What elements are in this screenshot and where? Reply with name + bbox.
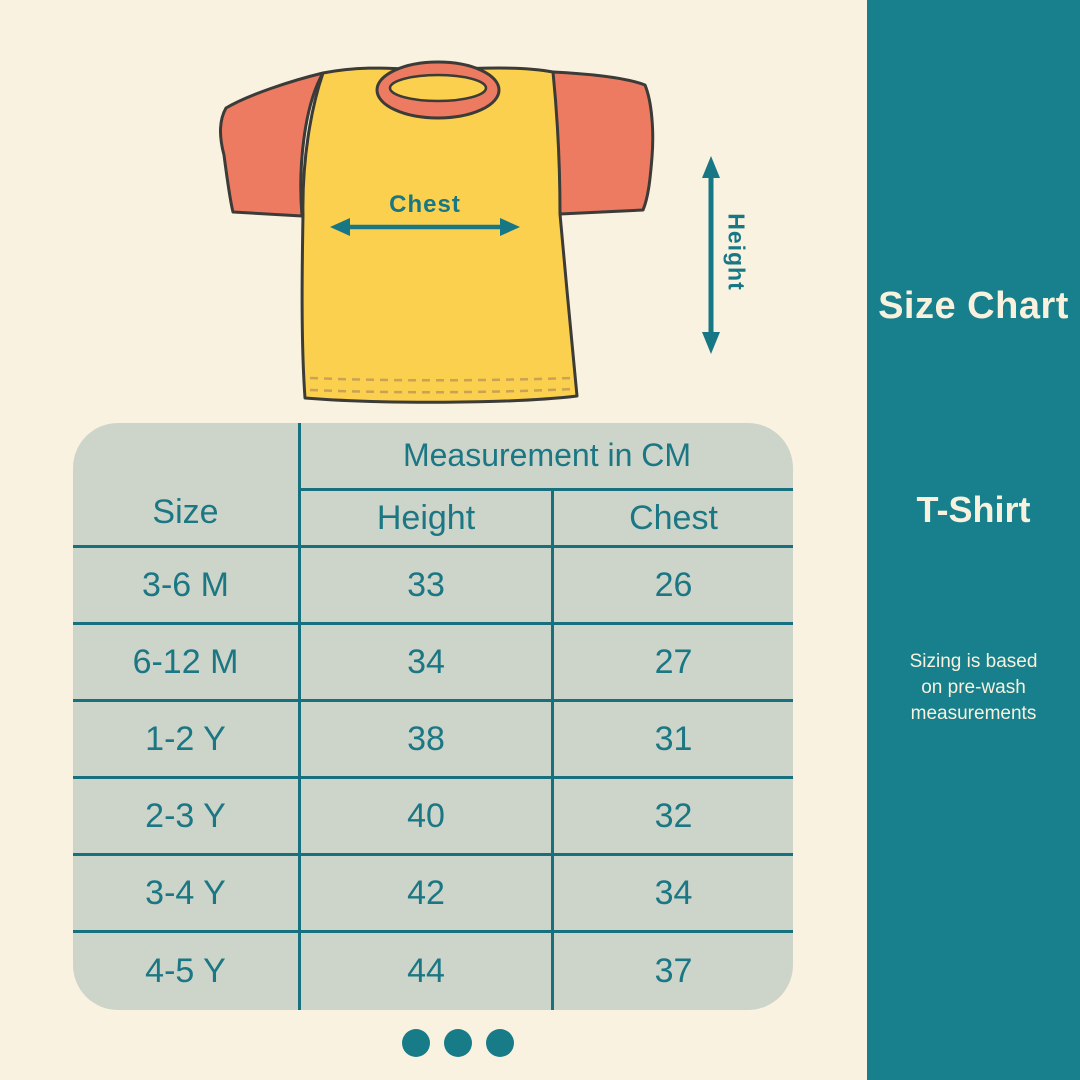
tshirt-left-sleeve-shape — [219, 71, 325, 218]
chest-arrow — [330, 218, 520, 236]
pagination-dot-icon — [402, 1029, 430, 1057]
table-cell-height: 44 — [301, 933, 554, 1010]
column-header-chest: Chest — [554, 491, 793, 548]
tshirt-illustration: Chest — [180, 40, 680, 430]
table-cell-size: 1-2 Y — [73, 702, 301, 779]
table-cell-height: 34 — [301, 625, 554, 702]
table-cell-chest: 37 — [654, 952, 693, 990]
table-cell-chest: 31 — [554, 702, 793, 779]
table-cell-size: 4-5 Y — [73, 933, 301, 1010]
group-header-measurement-cm: Measurement in CM — [301, 423, 793, 491]
tshirt-right-sleeve-shape — [549, 70, 655, 216]
product-name: T-Shirt — [916, 489, 1031, 530]
column-header-height: Height — [301, 491, 554, 548]
size-chart-table: Size Measurement in CM Height Chest 3-6 … — [73, 423, 793, 1010]
hem-stitch-line-top — [309, 376, 573, 382]
pagination-dot-icon — [444, 1029, 472, 1057]
sidebar: Size Chart T-Shirt Sizing is based on pr… — [867, 0, 1080, 1080]
hem-stitch-line-bottom — [309, 387, 573, 394]
tshirt-collar-inner — [388, 73, 488, 103]
pagination-dot-icon — [486, 1029, 514, 1057]
table-cell-size: 6-12 M — [73, 625, 301, 702]
table-cell-size: 2-3 Y — [73, 779, 301, 856]
sizing-note-line: Sizing is based — [909, 651, 1038, 672]
chest-label: Chest — [389, 191, 461, 218]
sizing-note-line: measurements — [910, 703, 1037, 724]
table-cell-size: 3-6 M — [73, 548, 301, 625]
table-cell-height: 38 — [301, 702, 554, 779]
tshirt-svg: Chest — [219, 60, 655, 404]
table-cell-height: 33 — [301, 548, 554, 625]
height-arrow — [702, 156, 720, 354]
column-header-size: Size — [73, 423, 301, 548]
table-cell-chest: 34 — [554, 856, 793, 933]
table-cell-height: 40 — [301, 779, 554, 856]
table-cell-chest: 27 — [554, 625, 793, 702]
page-title: Size Chart — [878, 285, 1069, 327]
table-cell-size: 3-4 Y — [73, 856, 301, 933]
height-label: Height — [723, 213, 750, 291]
table-cell-chest: 26 — [554, 548, 793, 625]
pagination-dots — [402, 1029, 514, 1057]
height-annotation: Height — [690, 150, 780, 360]
table-cell-height: 42 — [301, 856, 554, 933]
table-cell-chest: 32 — [554, 779, 793, 856]
sizing-note-line: on pre-wash — [921, 677, 1026, 698]
sizing-note: Sizing is based on pre-wash measurements — [867, 649, 1080, 727]
